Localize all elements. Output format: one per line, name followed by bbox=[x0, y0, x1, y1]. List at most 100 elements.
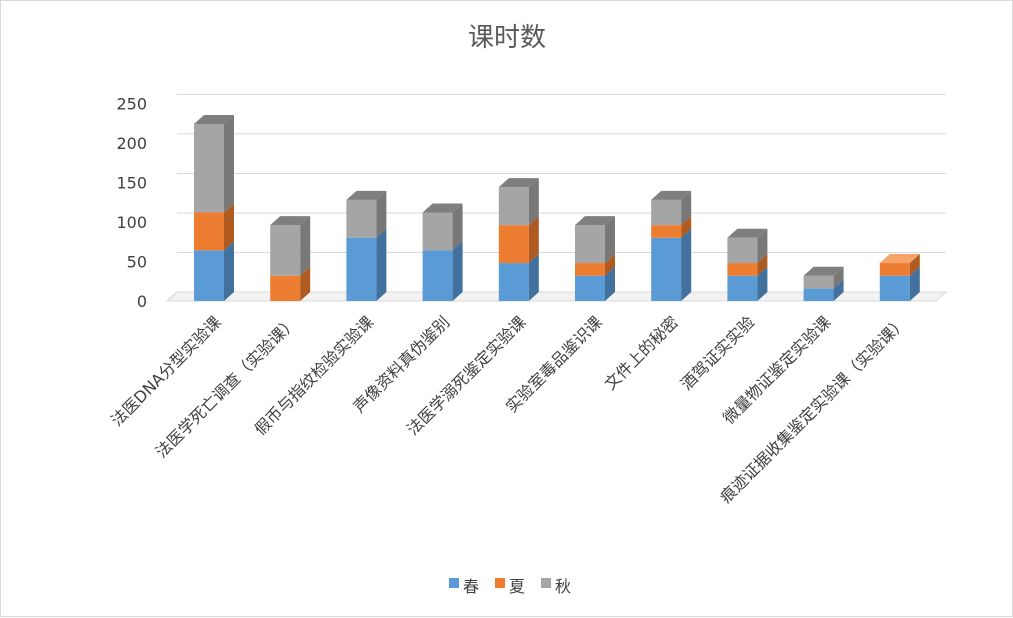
bar-segment-1 bbox=[651, 228, 692, 301]
bar-top bbox=[422, 203, 463, 213]
y-tick-label: 200 bbox=[116, 134, 147, 153]
bar-side bbox=[681, 228, 692, 301]
bar-segment-1 bbox=[422, 241, 463, 301]
bar-segment-1 bbox=[575, 266, 615, 301]
bar-side bbox=[376, 190, 387, 238]
bar-side bbox=[757, 266, 768, 301]
bar-front bbox=[498, 225, 529, 264]
legend-item-1: 春 bbox=[449, 577, 479, 596]
legend-item-3: 秋 bbox=[541, 577, 571, 596]
legend-item-2: 夏 bbox=[495, 577, 525, 596]
bar-top bbox=[727, 228, 768, 238]
bar-side bbox=[605, 254, 615, 276]
y-tick-label: 150 bbox=[116, 173, 147, 192]
bar-segment-3 bbox=[346, 190, 387, 238]
bar-front bbox=[422, 212, 453, 251]
bar-side bbox=[605, 266, 615, 301]
bar-front bbox=[194, 250, 224, 301]
bar-front bbox=[498, 187, 529, 226]
x-axis-labels: 法医DNA分型实验课法医学死亡调查（实验课）假币与指纹检验实验课声像资料真伪鉴别… bbox=[107, 312, 910, 506]
bar-side bbox=[757, 228, 768, 264]
y-axis-ticks: 0 50 100 150 200 250 bbox=[116, 94, 147, 311]
bar-side bbox=[300, 266, 311, 301]
bar-front bbox=[727, 275, 758, 301]
bar-top bbox=[194, 114, 234, 124]
bar-side bbox=[681, 190, 692, 226]
legend-label: 春 bbox=[463, 577, 479, 596]
bar-side bbox=[224, 203, 234, 251]
chart-title: 课时数 bbox=[468, 23, 546, 53]
bar-side bbox=[376, 228, 387, 301]
bar-front bbox=[194, 212, 224, 251]
bar-segment-3 bbox=[803, 266, 844, 289]
bar-side bbox=[909, 254, 920, 276]
legend-swatch bbox=[541, 578, 551, 588]
bar-front bbox=[575, 275, 605, 301]
y-tick-label: 50 bbox=[127, 252, 147, 271]
legend-label: 夏 bbox=[509, 577, 525, 596]
x-category-label: 法医学死亡调查（实验课） bbox=[152, 312, 301, 461]
y-tick-label: 100 bbox=[116, 213, 147, 232]
bar-front bbox=[651, 225, 682, 238]
bar-segment-2 bbox=[270, 266, 311, 301]
bar-top bbox=[803, 266, 844, 276]
bar-top bbox=[879, 254, 920, 264]
bar-segment-2 bbox=[651, 216, 692, 238]
bar-side bbox=[224, 114, 234, 213]
bar-front bbox=[194, 123, 224, 213]
y-tick-label: 0 bbox=[137, 292, 147, 311]
y-tick-label: 250 bbox=[116, 94, 147, 113]
bar-side bbox=[833, 279, 844, 301]
bar-top bbox=[575, 216, 615, 226]
bar-side bbox=[452, 203, 463, 251]
legend: 春夏秋 bbox=[449, 577, 571, 596]
bar-segment-1 bbox=[803, 279, 844, 301]
bar-side bbox=[224, 241, 234, 301]
bar-segment-2 bbox=[194, 203, 234, 251]
bar-segment-2 bbox=[498, 216, 539, 264]
legend-label: 秋 bbox=[555, 577, 571, 596]
bar-side bbox=[681, 216, 692, 238]
bar-side bbox=[605, 216, 615, 264]
bar-side bbox=[300, 216, 311, 276]
bar-segment-1 bbox=[879, 266, 920, 301]
axis-corner bbox=[166, 291, 178, 302]
bar-side bbox=[528, 254, 539, 301]
bar-segment-3 bbox=[575, 216, 615, 264]
bar-segment-3 bbox=[651, 190, 692, 226]
bar-front bbox=[270, 225, 301, 276]
bar-front bbox=[727, 263, 758, 276]
bar-front bbox=[575, 263, 605, 276]
bar-top bbox=[346, 190, 387, 200]
bar-top bbox=[651, 190, 692, 200]
bar-top bbox=[270, 216, 311, 226]
bar-segment-3 bbox=[422, 203, 463, 251]
bar-front bbox=[803, 288, 834, 301]
bar-segment-1 bbox=[194, 241, 234, 301]
bar-side bbox=[757, 254, 768, 276]
bar-front bbox=[727, 237, 758, 264]
bar-segment-3 bbox=[194, 114, 234, 213]
bar-segment-2 bbox=[575, 254, 615, 276]
bar-side bbox=[452, 241, 463, 301]
bar-segment-1 bbox=[498, 254, 539, 301]
bar-segment-2 bbox=[727, 254, 768, 276]
bar-front bbox=[422, 250, 453, 301]
bar-side bbox=[909, 266, 920, 301]
bar-front bbox=[270, 275, 301, 301]
bar-segment-1 bbox=[346, 228, 387, 301]
bar-segment-3 bbox=[270, 216, 311, 276]
bar-front bbox=[346, 199, 377, 238]
bars bbox=[194, 114, 920, 301]
bar-front bbox=[879, 263, 910, 276]
bar-segment-3 bbox=[498, 178, 539, 226]
bar-segment-3 bbox=[727, 228, 768, 264]
bar-top bbox=[498, 178, 539, 188]
x-category-label: 酒驾证实实验 bbox=[677, 312, 758, 393]
bar-front bbox=[651, 199, 682, 226]
bar-front bbox=[498, 263, 529, 301]
bar-front bbox=[575, 225, 605, 264]
bar-side bbox=[833, 266, 844, 289]
